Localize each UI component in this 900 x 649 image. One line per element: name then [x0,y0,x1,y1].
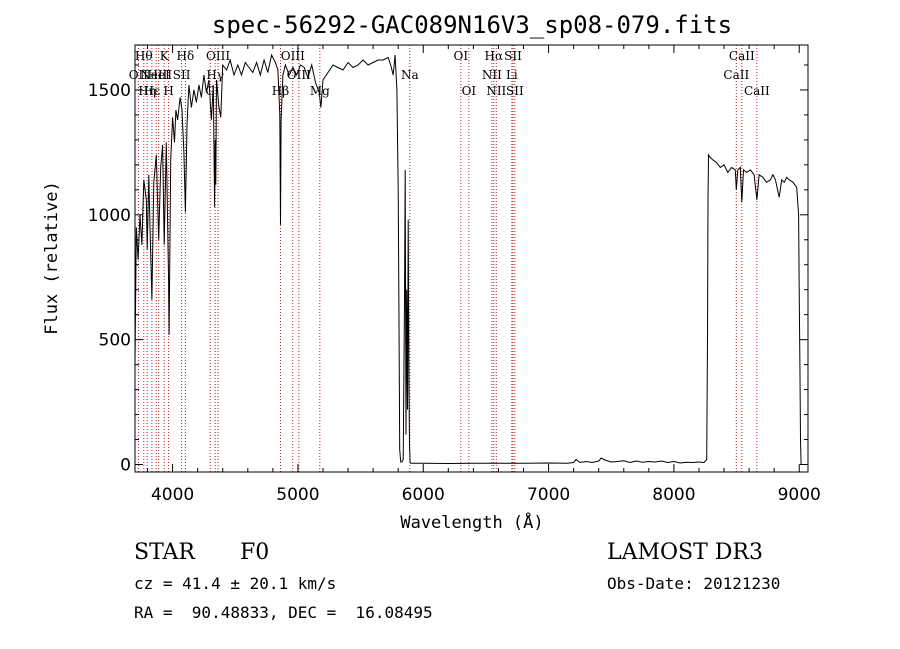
line-label: Hη [138,84,156,98]
line-label: OII [129,68,149,82]
x-tick-label: 6000 [402,485,445,505]
line-label: Hβ [272,84,289,98]
object-subclass: F0 [240,540,270,565]
flux-series [134,53,802,465]
line-label: SII [173,68,191,82]
y-tick-label: 1500 [88,81,131,101]
chart-title: spec-56292-GAC089N16V3_sp08-079.fits [212,11,732,39]
line-label: Li [506,68,518,82]
line-label: CaII [729,49,755,63]
plot-frame [134,44,809,473]
object-class: STAR [134,540,195,565]
y-axis-label: Flux (relative) [42,181,62,335]
line-label: Hε [144,84,161,98]
y-axis: 0 500 1000 1500 [88,64,808,476]
line-label: Hα [485,49,504,63]
y-tick-label: 0 [120,456,131,476]
y-tick-label: 1000 [88,206,131,226]
line-label: K [160,49,170,63]
line-label: OIII [206,49,230,63]
line-label: OIII [287,68,311,82]
line-label: NII [486,84,506,98]
line-label: G [205,84,215,98]
line-label: CaII [723,68,749,82]
line-label: NII [482,68,502,82]
line-label: OIII [281,49,305,63]
line-label: HeI [148,68,171,82]
line-labels: OIIHθHηHεNeIIIHeIKHSIIHδGHγOIIIHβOIIIOII… [129,49,770,98]
y-tick-label: 500 [99,331,131,351]
line-label: OI [454,49,469,63]
x-tick-label: 9000 [778,485,821,505]
survey-name: LAMOST DR3 [607,540,763,565]
x-axis-label: Wavelength (Å) [400,511,543,533]
line-label: Hθ [135,49,153,63]
line-label: Na [401,68,419,82]
line-markers [137,45,758,472]
line-label: SII [506,84,524,98]
x-tick-label: 8000 [652,485,695,505]
line-label: SII [504,49,522,63]
line-label: H [163,84,173,98]
line-label: Hγ [206,68,224,82]
x-axis: 4000 5000 6000 7000 8000 9000 [147,45,821,505]
line-label: Hδ [177,49,195,63]
observation-date: Obs-Date: 20121230 [607,574,781,593]
x-tick-label: 4000 [151,485,194,505]
redshift-cz: cz = 41.4 ± 20.1 km/s [134,574,337,593]
line-label: NeIII [140,68,172,82]
line-label: CaII [744,84,770,98]
line-label: OI [462,84,477,98]
x-tick-label: 5000 [276,485,319,505]
x-tick-label: 7000 [527,485,570,505]
line-label: Mg [310,84,330,98]
ra-dec: RA = 90.48833, DEC = 16.08495 [134,603,433,622]
